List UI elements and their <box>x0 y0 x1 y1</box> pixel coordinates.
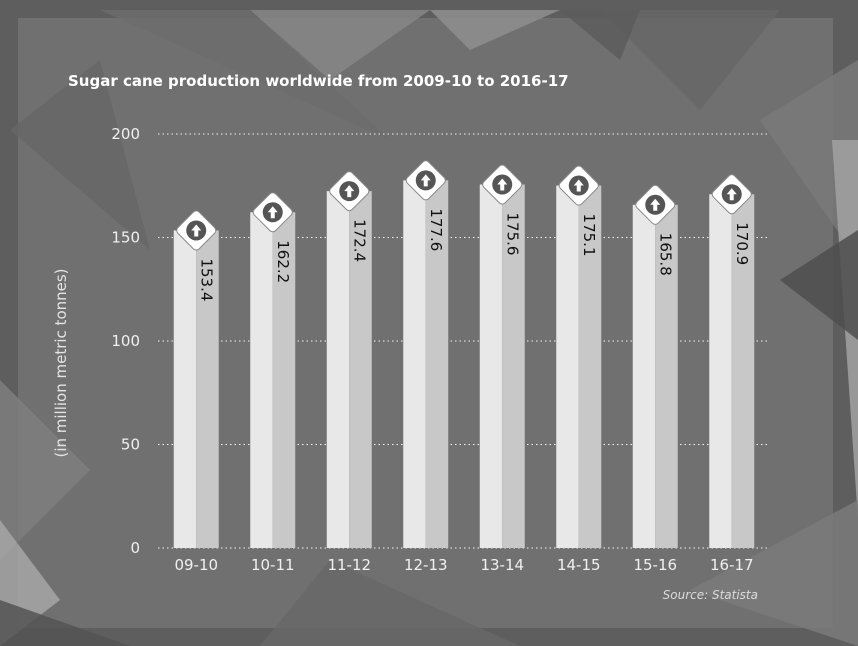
up-arrow-icon <box>252 192 293 233</box>
bar-group: 162.2 <box>250 192 296 548</box>
bar-shade <box>349 191 372 548</box>
up-arrow-icon <box>329 171 370 212</box>
y-tick-label: 200 <box>111 125 140 143</box>
value-label: 170.9 <box>733 222 751 265</box>
up-arrow-icon <box>405 160 446 201</box>
bar <box>632 204 656 548</box>
value-label: 175.1 <box>580 214 598 257</box>
value-label: 165.8 <box>656 233 674 276</box>
bar-group: 170.9 <box>709 174 755 548</box>
bar-group: 177.6 <box>403 160 449 549</box>
bar <box>556 185 579 548</box>
up-arrow-icon <box>711 174 752 215</box>
chart-title: Sugar cane production worldwide from 200… <box>68 72 569 90</box>
value-label: 177.6 <box>427 208 445 251</box>
bar-group: 175.6 <box>479 164 525 548</box>
y-tick-label: 100 <box>111 332 140 350</box>
bar-shade <box>425 180 449 549</box>
x-tick-label: 16-17 <box>710 556 754 574</box>
y-axis-ticks: 0 50 100 150 200 <box>111 125 140 557</box>
x-tick-label: 09-10 <box>174 556 218 574</box>
up-arrow-icon <box>635 184 676 225</box>
value-label: 162.2 <box>274 240 292 283</box>
source-note: Source: Statista <box>662 588 758 602</box>
bar-group: 175.1 <box>556 165 602 548</box>
bar-shade <box>196 230 219 548</box>
bar-group: 153.4 <box>173 210 219 548</box>
bars: 153.4 162.2 172.4 177.6 175.6 175.1 165.8 170.9 <box>173 160 755 549</box>
bar-shade <box>655 204 678 548</box>
y-tick-label: 50 <box>121 436 140 454</box>
x-tick-label: 10-11 <box>251 556 295 574</box>
bar <box>250 212 273 548</box>
bar <box>326 191 350 548</box>
up-arrow-icon <box>176 210 217 251</box>
x-tick-label: 14-15 <box>557 556 601 574</box>
x-tick-label: 15-16 <box>633 556 677 574</box>
value-label: 153.4 <box>197 258 215 301</box>
bar <box>173 230 197 548</box>
bar-group: 165.8 <box>632 184 678 548</box>
y-tick-label: 0 <box>130 539 140 557</box>
bar-shade <box>578 185 602 548</box>
bar-shade <box>731 194 755 548</box>
bar-group: 172.4 <box>326 171 372 548</box>
x-tick-label: 13-14 <box>480 556 524 574</box>
bar-shade <box>272 212 296 548</box>
bar-shade <box>502 184 525 548</box>
y-tick-label: 150 <box>111 229 140 247</box>
up-arrow-icon <box>482 164 523 205</box>
bar <box>479 184 503 548</box>
bar <box>403 180 426 549</box>
up-arrow-icon <box>558 165 599 206</box>
x-axis-ticks: 09-10 10-11 11-12 12-13 13-14 14-15 15-16 16-17 <box>174 556 753 574</box>
grid-lines <box>158 133 770 549</box>
value-label: 172.4 <box>350 219 368 262</box>
x-tick-label: 11-12 <box>327 556 371 574</box>
value-label: 175.6 <box>503 213 521 256</box>
x-tick-label: 12-13 <box>404 556 448 574</box>
bar <box>709 194 732 548</box>
